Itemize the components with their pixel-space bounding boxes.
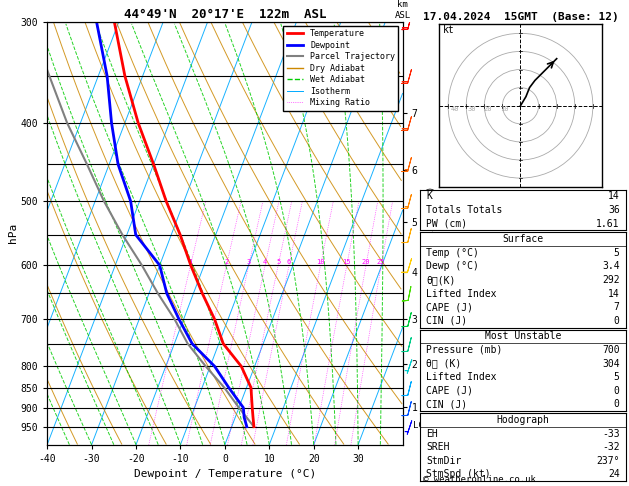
Legend: Temperature, Dewpoint, Parcel Trajectory, Dry Adiabat, Wet Adiabat, Isotherm, Mi: Temperature, Dewpoint, Parcel Trajectory… <box>284 26 398 111</box>
Text: 14: 14 <box>608 289 620 298</box>
Text: 237°: 237° <box>596 456 620 466</box>
Text: 0: 0 <box>614 399 620 409</box>
Text: 36: 36 <box>608 205 620 215</box>
Text: 17.04.2024  15GMT  (Base: 12): 17.04.2024 15GMT (Base: 12) <box>423 12 618 22</box>
Text: 292: 292 <box>602 275 620 285</box>
Text: km
ASL: km ASL <box>394 0 411 20</box>
Text: 3.4: 3.4 <box>602 261 620 271</box>
Text: θᴇ(K): θᴇ(K) <box>426 275 456 285</box>
Text: CAPE (J): CAPE (J) <box>426 302 474 312</box>
Text: 10: 10 <box>500 106 508 112</box>
Text: Totals Totals: Totals Totals <box>426 205 503 215</box>
Text: LCL: LCL <box>413 421 430 430</box>
Text: SREH: SREH <box>426 442 450 452</box>
Text: Hodograph: Hodograph <box>496 415 550 425</box>
Text: Dewp (°C): Dewp (°C) <box>426 261 479 271</box>
Text: 5: 5 <box>276 260 281 265</box>
Text: CAPE (J): CAPE (J) <box>426 386 474 396</box>
Text: Lifted Index: Lifted Index <box>426 289 497 298</box>
X-axis label: Dewpoint / Temperature (°C): Dewpoint / Temperature (°C) <box>134 469 316 479</box>
Text: StmSpd (kt): StmSpd (kt) <box>426 469 491 479</box>
Text: 1.61: 1.61 <box>596 219 620 228</box>
Text: 6: 6 <box>287 260 291 265</box>
Text: 4: 4 <box>263 260 267 265</box>
Text: 24: 24 <box>608 469 620 479</box>
Text: -32: -32 <box>602 442 620 452</box>
Y-axis label: hPa: hPa <box>8 223 18 243</box>
Text: 30: 30 <box>467 106 476 112</box>
Text: Surface: Surface <box>503 234 543 244</box>
Text: StmDir: StmDir <box>426 456 462 466</box>
Text: CIN (J): CIN (J) <box>426 316 467 326</box>
Text: 0: 0 <box>614 316 620 326</box>
Text: 7: 7 <box>614 302 620 312</box>
Text: © weatheronline.co.uk: © weatheronline.co.uk <box>423 474 535 484</box>
Text: 25: 25 <box>377 260 386 265</box>
Text: Pressure (mb): Pressure (mb) <box>426 345 503 355</box>
Text: 2: 2 <box>225 260 228 265</box>
Text: 304: 304 <box>602 359 620 368</box>
Text: CIN (J): CIN (J) <box>426 399 467 409</box>
Text: PW (cm): PW (cm) <box>426 219 467 228</box>
Text: kt: kt <box>443 25 455 35</box>
Text: Temp (°C): Temp (°C) <box>426 248 479 258</box>
Text: 40: 40 <box>451 106 460 112</box>
Text: 15: 15 <box>343 260 351 265</box>
Text: K: K <box>426 191 432 201</box>
Text: 5: 5 <box>614 248 620 258</box>
Text: 1: 1 <box>189 260 192 265</box>
Text: 700: 700 <box>602 345 620 355</box>
Text: 10: 10 <box>316 260 325 265</box>
Text: 14: 14 <box>608 191 620 201</box>
Text: θᴇ (K): θᴇ (K) <box>426 359 462 368</box>
Text: 20: 20 <box>362 260 370 265</box>
Text: Lifted Index: Lifted Index <box>426 372 497 382</box>
Title: 44°49'N  20°17'E  122m  ASL: 44°49'N 20°17'E 122m ASL <box>124 8 326 21</box>
Text: -33: -33 <box>602 429 620 438</box>
Text: 20: 20 <box>484 106 492 112</box>
Text: 0: 0 <box>614 386 620 396</box>
Text: Mixing Ratio (g/kg): Mixing Ratio (g/kg) <box>428 186 437 281</box>
Text: EH: EH <box>426 429 438 438</box>
Text: 5: 5 <box>614 372 620 382</box>
Text: Most Unstable: Most Unstable <box>485 331 561 341</box>
Text: 3: 3 <box>247 260 251 265</box>
